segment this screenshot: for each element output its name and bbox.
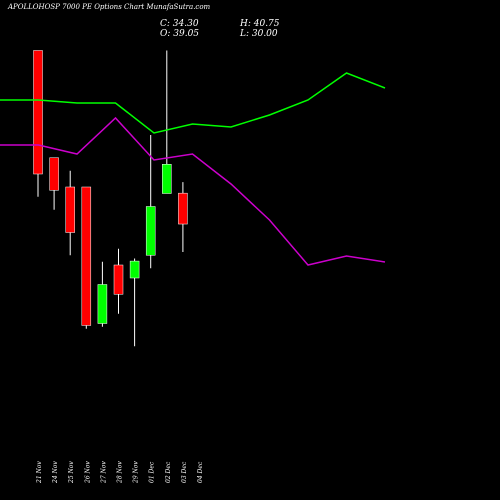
x-tick-label: 26 Nov bbox=[84, 461, 91, 484]
x-tick-label: 28 Nov bbox=[117, 461, 124, 484]
chart-title: APOLLOHOSP 7000 PE Options Chart MunafaS… bbox=[8, 3, 211, 11]
x-tick-label: 02 Dec bbox=[165, 461, 172, 483]
x-tick-label: 24 Nov bbox=[52, 461, 59, 484]
indicator-line-upper bbox=[0, 72, 386, 134]
candle-up bbox=[145, 206, 156, 256]
indicator-line-lower bbox=[0, 116, 386, 266]
open-value: O: 39.05 bbox=[160, 29, 200, 39]
candle-down bbox=[49, 157, 59, 191]
x-tick-label: 21 Nov bbox=[36, 461, 43, 484]
candle-up bbox=[97, 284, 108, 324]
candle-down bbox=[81, 186, 92, 326]
x-tick-label: 01 Dec bbox=[149, 461, 156, 483]
candle-down bbox=[33, 50, 43, 175]
candle-up bbox=[129, 260, 140, 279]
close-value: C: 34.30 bbox=[160, 19, 199, 29]
candle-down bbox=[178, 192, 188, 225]
x-tick-label: 27 Nov bbox=[100, 461, 107, 484]
x-tick-label: 25 Nov bbox=[68, 461, 75, 484]
low-value: L: 30.00 bbox=[240, 29, 278, 39]
candle-down bbox=[65, 186, 75, 233]
high-value: H: 40.75 bbox=[240, 19, 280, 29]
x-tick-label: 29 Nov bbox=[133, 461, 140, 484]
candle-down bbox=[113, 264, 124, 295]
candle-up bbox=[162, 164, 172, 194]
x-tick-label: 03 Dec bbox=[181, 461, 188, 483]
x-tick-label: 04 Dec bbox=[197, 461, 204, 483]
